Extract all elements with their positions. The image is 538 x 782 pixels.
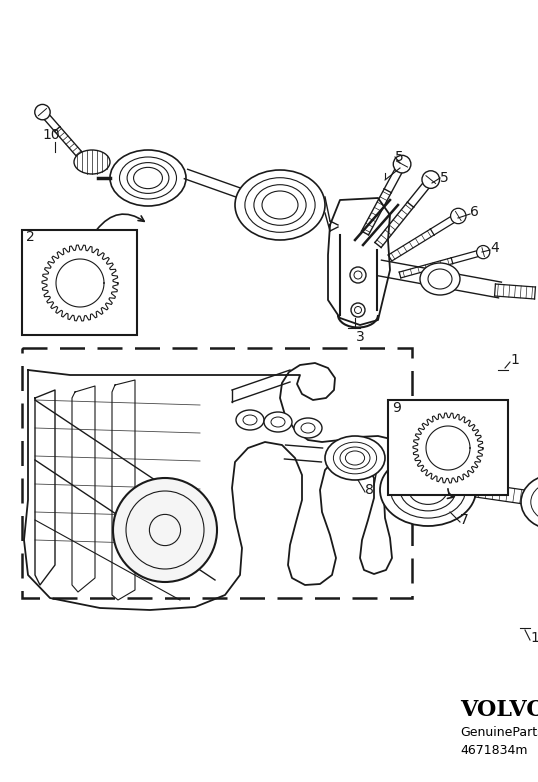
Text: 4671834m: 4671834m bbox=[460, 744, 527, 756]
Ellipse shape bbox=[420, 263, 460, 295]
Text: 5: 5 bbox=[395, 150, 404, 164]
Ellipse shape bbox=[477, 246, 490, 259]
Text: 9: 9 bbox=[392, 401, 401, 415]
Bar bbox=[22, 348, 412, 598]
Ellipse shape bbox=[294, 418, 322, 438]
Ellipse shape bbox=[74, 150, 110, 174]
Text: 7: 7 bbox=[460, 513, 469, 527]
Text: 4: 4 bbox=[490, 241, 499, 255]
Ellipse shape bbox=[110, 150, 186, 206]
Text: 10: 10 bbox=[530, 631, 538, 645]
Text: 5: 5 bbox=[440, 171, 449, 185]
Text: 6: 6 bbox=[470, 205, 479, 219]
Text: 2: 2 bbox=[26, 230, 35, 244]
Ellipse shape bbox=[236, 410, 264, 430]
Ellipse shape bbox=[451, 208, 466, 224]
Text: 3: 3 bbox=[356, 330, 364, 344]
Text: 8: 8 bbox=[365, 483, 374, 497]
Ellipse shape bbox=[264, 412, 292, 432]
Text: GenuineParts: GenuineParts bbox=[460, 726, 538, 738]
Ellipse shape bbox=[113, 478, 217, 582]
Ellipse shape bbox=[325, 436, 385, 480]
Ellipse shape bbox=[235, 170, 325, 240]
Text: 1: 1 bbox=[510, 353, 519, 367]
Ellipse shape bbox=[393, 156, 411, 173]
Bar bbox=[22, 230, 137, 335]
Ellipse shape bbox=[380, 454, 476, 526]
Text: VOLVO: VOLVO bbox=[460, 699, 538, 721]
Ellipse shape bbox=[521, 474, 538, 530]
Ellipse shape bbox=[422, 170, 440, 188]
Ellipse shape bbox=[35, 105, 50, 120]
Text: 10: 10 bbox=[42, 128, 60, 142]
Bar bbox=[388, 400, 508, 495]
